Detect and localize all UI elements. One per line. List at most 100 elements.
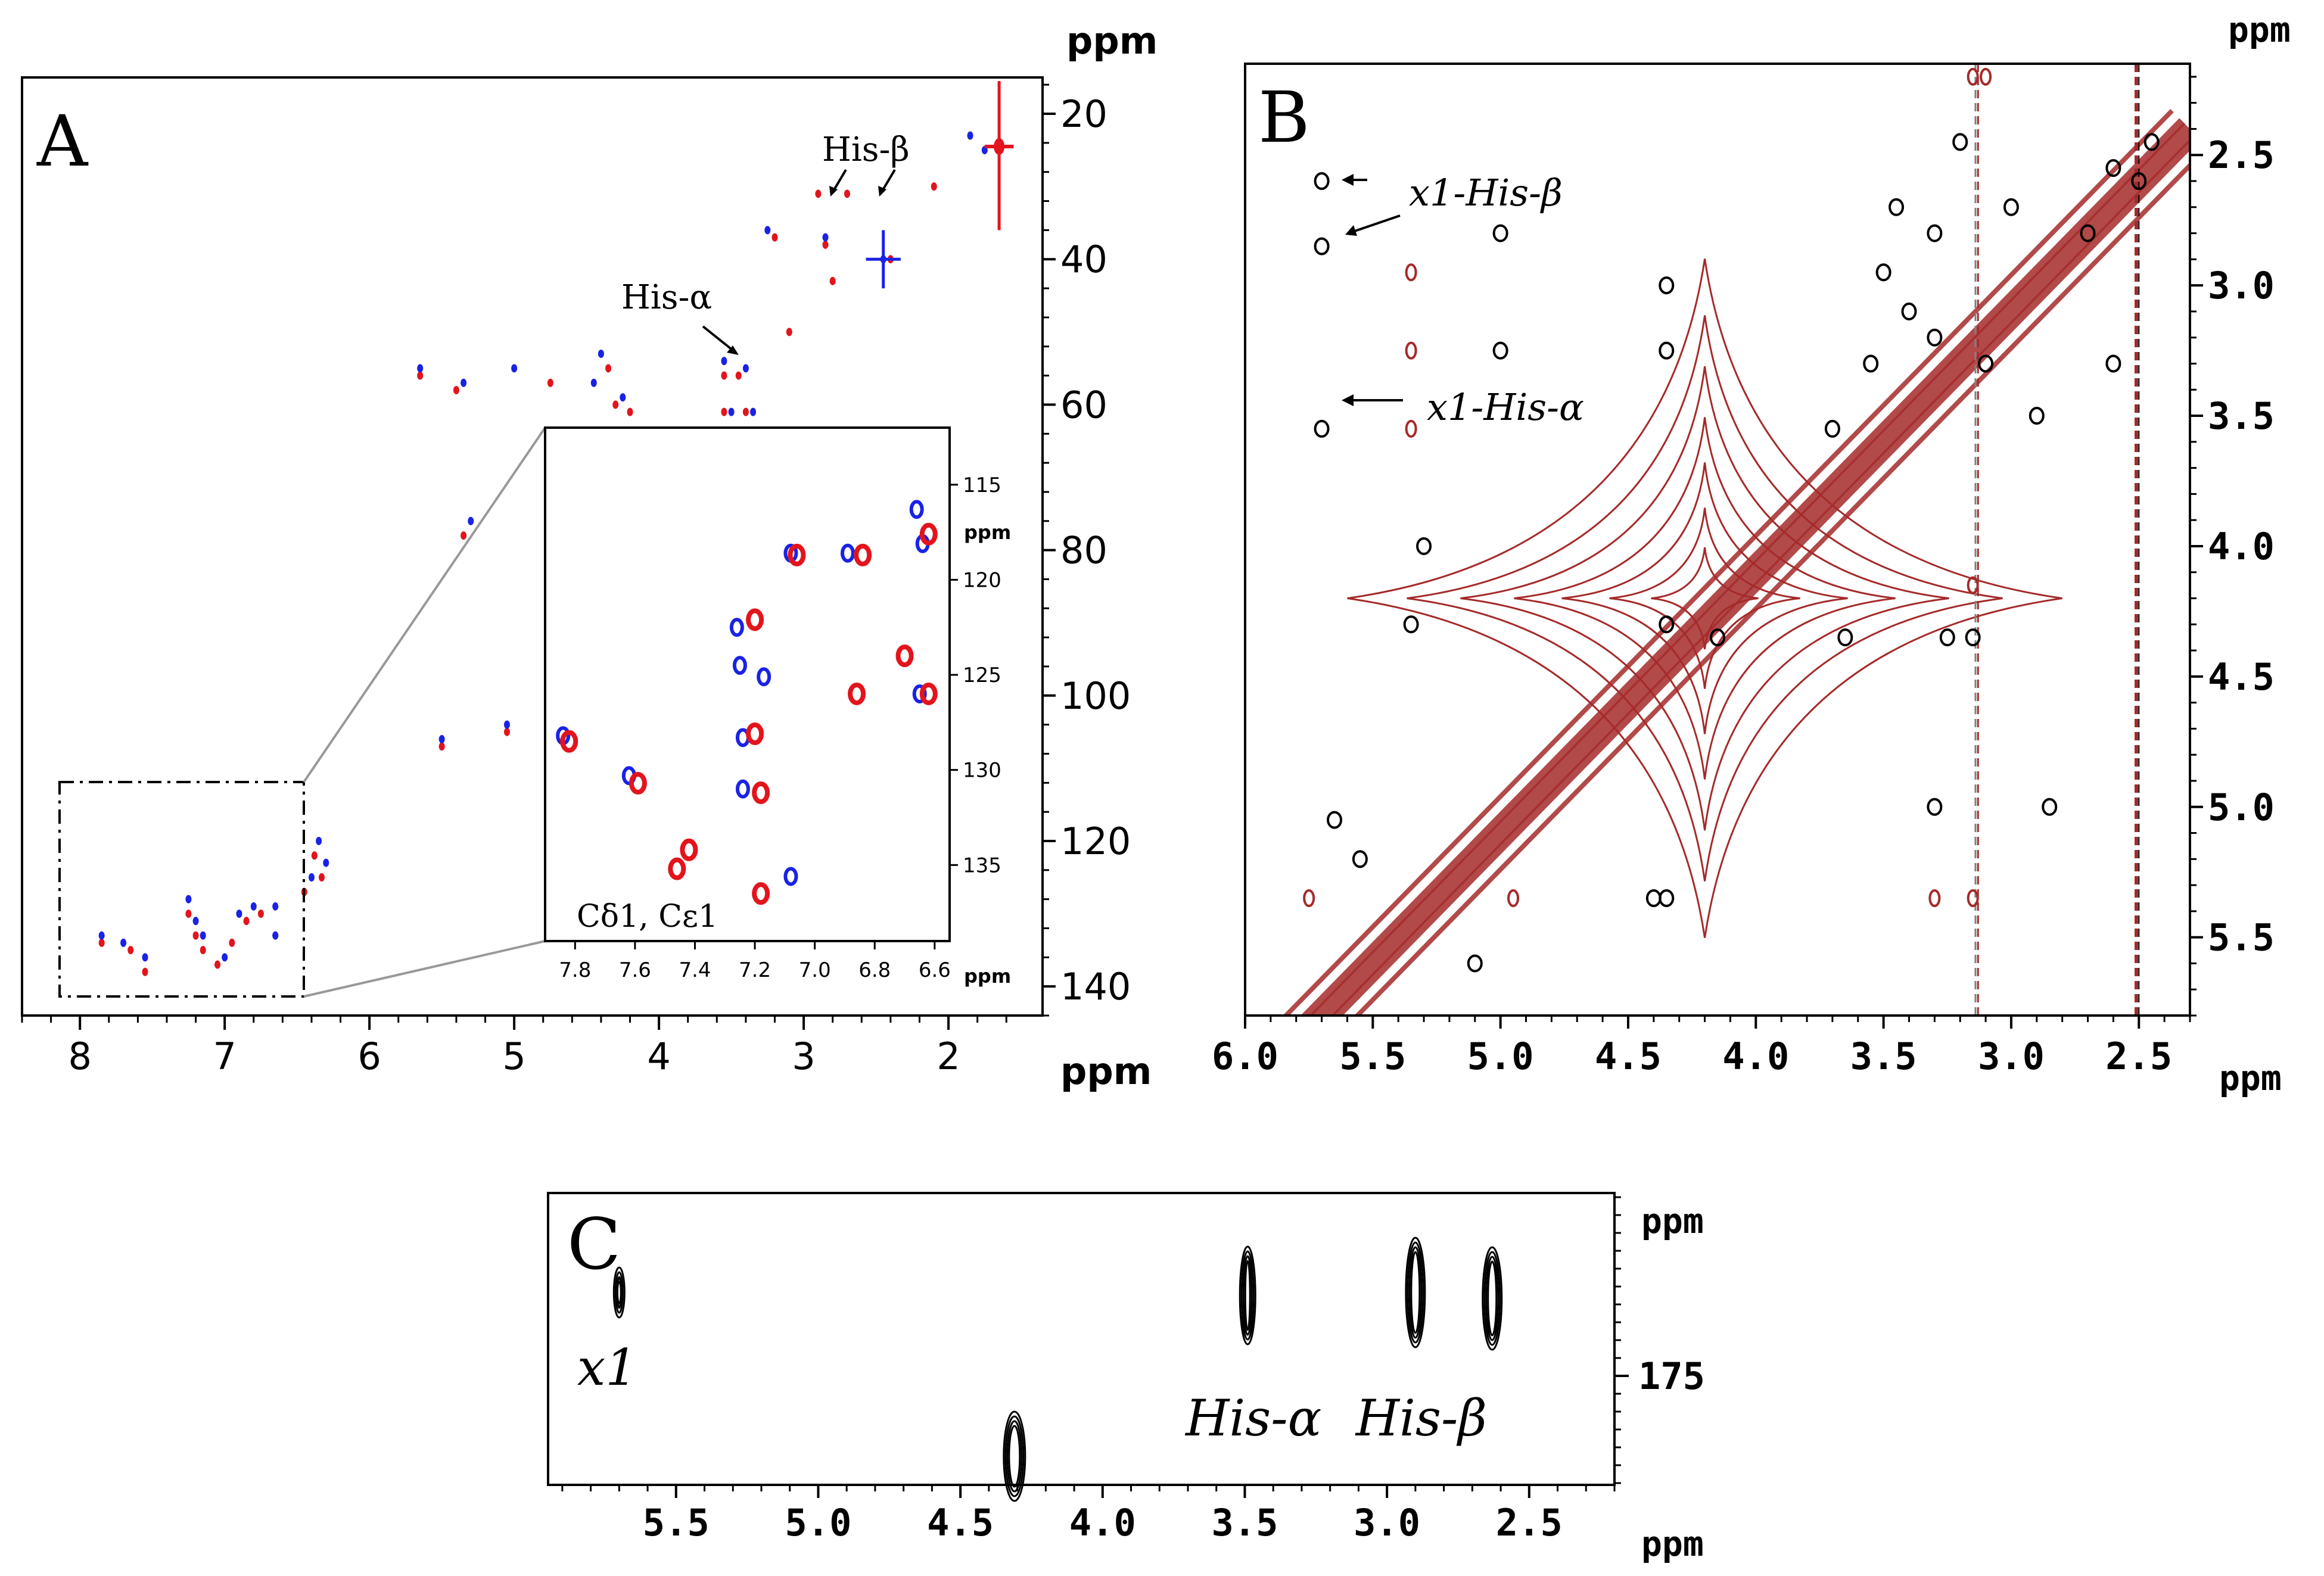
peak-red [612, 400, 619, 409]
diagonal-band [1282, 109, 2174, 1016]
panel-c-axes: 5.5 5.0 4.5 4.0 3.5 3.0 2.5 175 [561, 1196, 1705, 1544]
peak-blue [822, 233, 829, 242]
peak-red [229, 938, 235, 947]
x-tick-label: 5 [502, 1035, 525, 1078]
peak-red [735, 371, 742, 380]
inset-peak-red [680, 838, 698, 861]
inset-peak-blue [757, 667, 771, 687]
water-contour [1561, 462, 1848, 734]
cross-peak-black [1492, 341, 1508, 360]
cross-peak-black [1927, 798, 1943, 816]
peak-label: x1 [577, 1338, 637, 1397]
y-tick-label: 3.0 [2208, 264, 2275, 307]
cross-peak-black [2131, 172, 2147, 191]
peak-blue [750, 407, 757, 416]
x-tick-label: 4.0 [1069, 1501, 1136, 1544]
peak-contour [1006, 1420, 1023, 1493]
x-tick-label: 3.0 [1354, 1501, 1420, 1544]
peak-red [192, 931, 199, 940]
cross-peak-black [1659, 889, 1675, 907]
peak-red [417, 371, 424, 380]
y-tick-label: 2.5 [2208, 133, 2275, 177]
x-tick-label: 2 [937, 1035, 960, 1078]
inset-peak-red [668, 857, 686, 880]
x-tick-label: 4.5 [927, 1501, 994, 1544]
inset-axes: 7.8 7.6 7.4 7.2 7.0 6.8 6.6 115 120 125 130 135 [559, 474, 1001, 982]
cross-peak-black [1927, 328, 1943, 347]
inset-frame [544, 426, 951, 942]
peak-red [829, 276, 836, 285]
x-tick-label: 4.5 [1595, 1035, 1662, 1078]
peak-blue [250, 902, 257, 911]
peak-blue [308, 873, 315, 882]
arrowhead-icon [829, 186, 838, 197]
cross-peak-black [2003, 198, 2019, 216]
cross-peak-black [1952, 133, 1968, 151]
cross-peak-black [1314, 237, 1330, 256]
cross-peak-black [1314, 419, 1330, 438]
x-tick-label: 4 [647, 1035, 670, 1078]
panel-a-frame [21, 76, 1044, 1017]
diagonal-band [1354, 162, 2190, 1016]
y-tick-label: 80 [1060, 529, 1107, 572]
cross-peak-black [1327, 811, 1343, 829]
peak-contour [1244, 1260, 1251, 1331]
y-tick-label: 140 [1060, 965, 1131, 1008]
inset-peak-red [629, 772, 647, 795]
inset-peak-blue [909, 500, 924, 519]
x-tick-label: 8 [68, 1035, 91, 1078]
water-contour [1460, 366, 1949, 831]
his-alpha-annotation: His-α [621, 278, 712, 317]
peak-blue [192, 917, 199, 926]
inset-peak-blue [840, 543, 855, 563]
diagonal-band [1309, 122, 2190, 1016]
panel-b-y-unit: ppm [2228, 10, 2291, 50]
his-alpha-arrow [702, 325, 734, 351]
peak-red [822, 240, 829, 249]
peak-blue [120, 938, 127, 947]
water-contour [1347, 258, 2062, 938]
inset-y-unit: ppm [964, 521, 1011, 544]
peak-red [461, 531, 467, 540]
panel-c-letter: C [567, 1203, 621, 1285]
x-tick-label: 3.5 [1211, 1501, 1278, 1544]
peak-contour [1405, 1236, 1426, 1348]
cross-peak-red [1303, 889, 1315, 907]
cross-peak-red [1405, 419, 1417, 438]
peak-red [257, 910, 264, 918]
inset-peak-blue [912, 684, 927, 703]
inset-x-tick-label: 6.6 [919, 958, 951, 982]
inset-y-tick-label: 130 [963, 759, 1001, 783]
peak-contour [1008, 1425, 1021, 1488]
peak-blue [598, 349, 604, 358]
x-tick-label: 3 [792, 1035, 815, 1078]
cross-peak-black [1352, 850, 1368, 868]
peak-blue [98, 931, 105, 940]
arrowhead-icon [1345, 225, 1357, 236]
panel-c-y-unit: ppm [1641, 1201, 1704, 1241]
inset-x-tick-label: 7.8 [559, 958, 591, 982]
peak-blue [417, 364, 424, 373]
y-tick-label: 20 [1060, 92, 1107, 136]
peak-red [771, 233, 778, 242]
peak-blue [272, 902, 279, 911]
peak-contour [1410, 1251, 1421, 1334]
arrowhead-icon [1342, 394, 1354, 406]
arrowhead-icon [727, 345, 739, 355]
inset-peak-red [848, 682, 866, 705]
cross-peak-black [1659, 615, 1675, 634]
peak-red [243, 917, 250, 926]
x-tick-label: 5.0 [785, 1501, 851, 1544]
peak-contour [1483, 1251, 1501, 1346]
y-tick-label: 175 [1638, 1354, 1705, 1398]
cross-peak-black [1837, 628, 1853, 647]
his-beta-annotation: His-β [822, 130, 910, 169]
x-tick-label: 6 [357, 1035, 381, 1078]
y-tick-label: 60 [1060, 383, 1107, 426]
cross-peak-black [1467, 954, 1483, 973]
peak-red [185, 910, 192, 918]
inset-x-tick-label: 7.0 [799, 958, 831, 982]
peak-blue [967, 131, 973, 140]
peak-blue [142, 953, 148, 962]
